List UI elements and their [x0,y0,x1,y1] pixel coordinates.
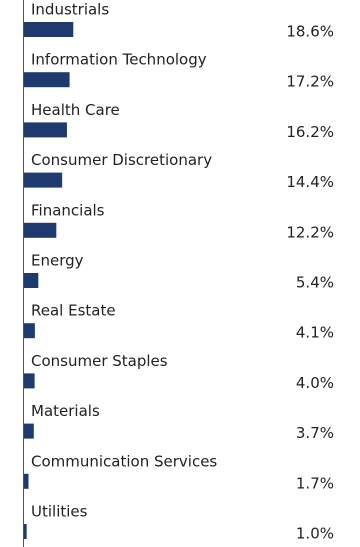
bar [24,273,39,288]
value-label: 18.6% [286,23,334,41]
value-label: 1.7% [296,474,334,492]
value-label: 4.1% [296,324,334,342]
category-label: Health Care [31,101,120,119]
category-label: Financials [31,201,105,219]
bar [24,373,35,389]
category-label: Consumer Staples [31,352,168,370]
category-label: Real Estate [31,302,116,320]
value-label: 16.2% [286,123,334,141]
value-label: 17.2% [286,73,334,91]
category-label: Information Technology [31,51,207,69]
value-label: 4.0% [296,374,334,392]
category-label: Energy [31,252,84,270]
bar [24,22,74,37]
value-label: 3.7% [296,424,334,442]
bar [24,423,34,439]
bar [24,72,70,88]
category-label: Utilities [31,503,88,521]
value-label: 5.4% [296,274,334,292]
category-label: Industrials [31,1,109,19]
category-label: Communication Services [31,452,217,470]
bar [24,172,63,188]
category-label: Materials [31,402,100,420]
bar [24,122,67,138]
value-label: 12.2% [286,223,334,241]
value-label: 1.0% [296,525,334,543]
bar [24,222,57,238]
bar [24,473,29,489]
value-label: 14.4% [286,173,334,191]
bar [24,323,35,339]
bar [24,524,27,539]
category-label: Consumer Discretionary [31,151,212,169]
